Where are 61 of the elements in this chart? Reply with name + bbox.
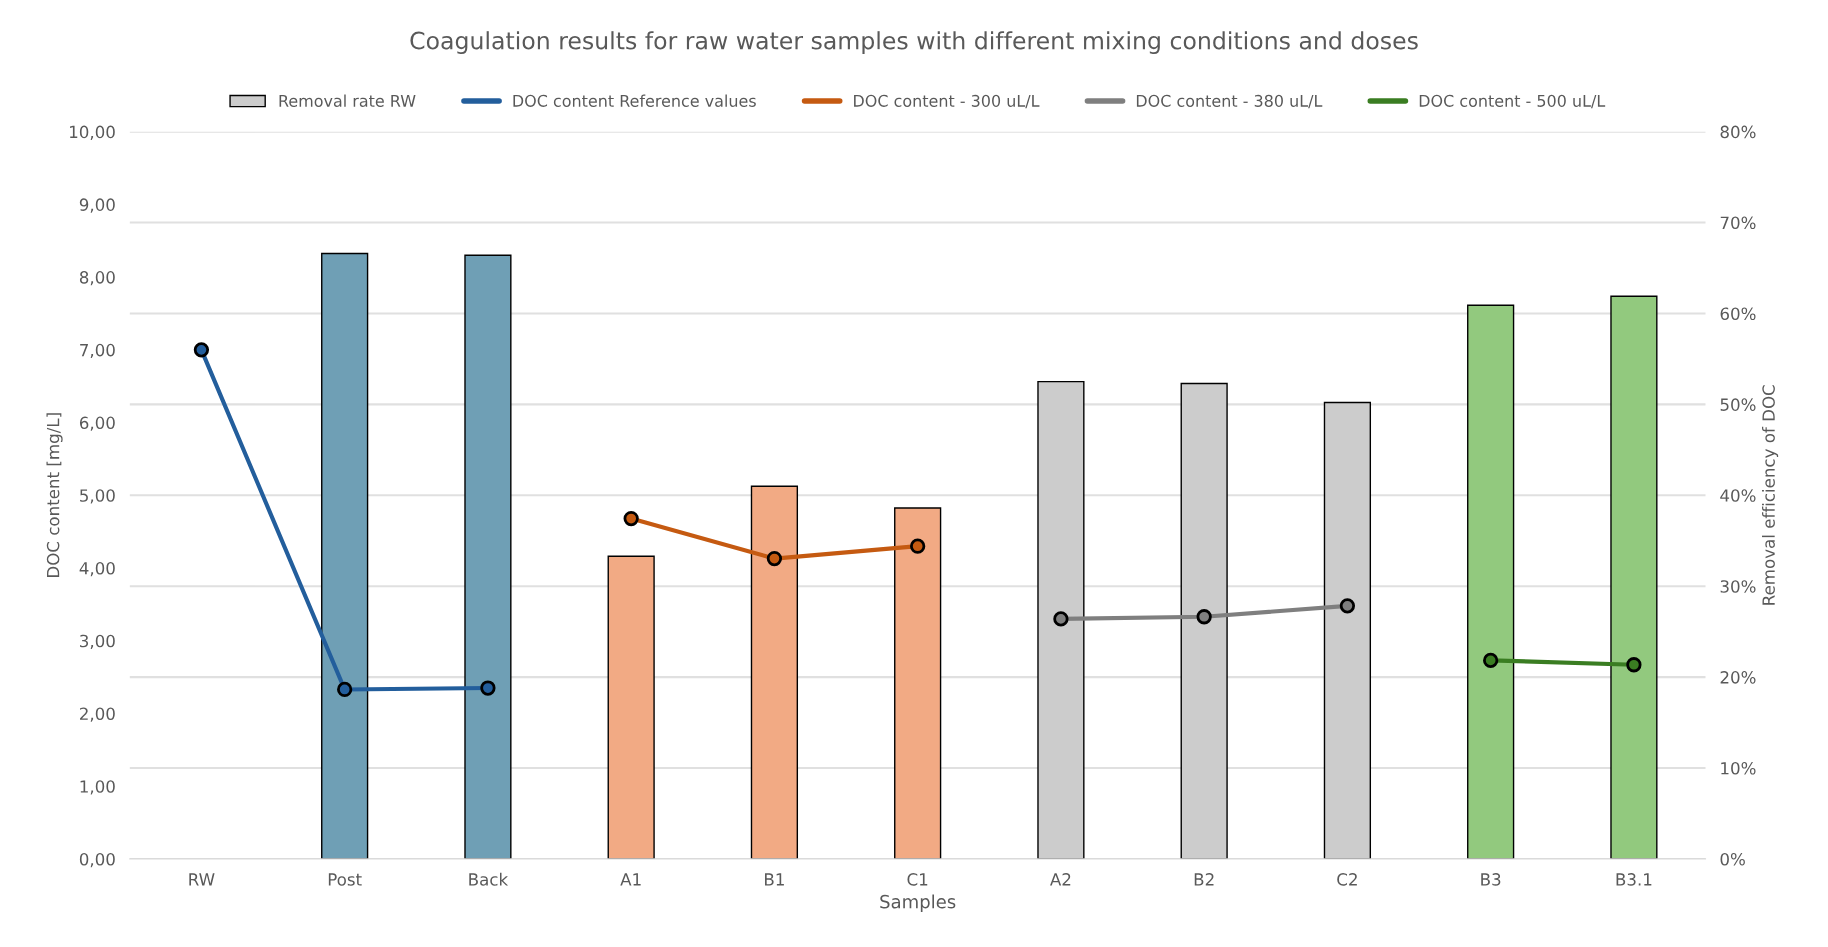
bar [464,254,512,859]
x-tick-label: B3.1 [1616,873,1652,886]
y-tick-label: 3,00 [80,634,115,650]
x-tick-label: Back [469,872,509,886]
y2-axis-title: Removal efficiency of DOC [1762,385,1779,605]
y2-tick-label: 60% [1720,307,1756,321]
legend-label: DOC content - 500 uL/L [1419,94,1606,109]
chart-title: Coagulation results for raw water samples with different mixing conditions and doses [410,31,1418,55]
bar [1323,401,1372,859]
bar [1180,382,1228,859]
y2-tick-label: 10% [1721,761,1756,775]
point [337,681,353,698]
bar [1037,380,1085,859]
y2-tick-label: 70% [1720,216,1756,230]
point [480,680,496,696]
bar [607,555,655,859]
y-tick-label: 9,00 [79,198,115,213]
point [1483,652,1499,669]
x-axis-title: Samples [880,894,956,912]
y-tick-label: 5,00 [80,489,115,504]
y2-tick-label: 80% [1720,125,1756,139]
x-tick-label: A2 [1050,873,1071,886]
legend-label: DOC content - 380 uL/L [1136,94,1323,109]
y-tick-label: 1,00 [80,780,115,795]
x-tick-label: C1 [907,873,928,886]
point [1196,609,1212,625]
y-tick-label: 2,00 [80,707,115,722]
y2-tick-label: 30% [1720,580,1756,593]
bar [1610,295,1658,859]
y2-tick-label: 20% [1720,671,1756,684]
x-tick-label: B3 [1481,873,1501,886]
bar [894,507,942,859]
legend-label: DOC content - 300 uL/L [854,94,1040,109]
point [623,510,639,527]
x-tick-label: Post [328,873,362,886]
bar [750,485,799,859]
x-tick-label: B1 [765,873,784,886]
y2-tick-label: 50% [1720,398,1756,411]
point [1626,657,1642,673]
legend-label: Removal rate RW [279,94,416,107]
y-tick-label: 8,00 [79,271,115,286]
y-tick-label: 7,00 [80,343,115,359]
x-tick-label: RW [189,873,215,886]
point [766,550,783,567]
y-axis-title: DOC content [mg/L] [46,413,63,577]
bar [1467,304,1515,859]
x-tick-label: A1 [620,873,641,886]
point [910,538,926,554]
bar [321,252,369,859]
point [1339,598,1356,614]
y-tick-label: 0,00 [79,852,115,868]
y2-tick-label: 40% [1720,489,1756,502]
x-tick-label: B2 [1194,873,1214,886]
y-tick-label: 6,00 [79,416,115,431]
point [1053,611,1069,627]
y2-tick-label: 0% [1720,852,1745,866]
x-tick-label: C2 [1337,873,1357,886]
y-tick-label: 4,00 [79,561,115,577]
y-tick-label: 10,00 [70,125,115,140]
point [193,342,210,358]
legend-label: DOC content Reference values [513,94,756,107]
